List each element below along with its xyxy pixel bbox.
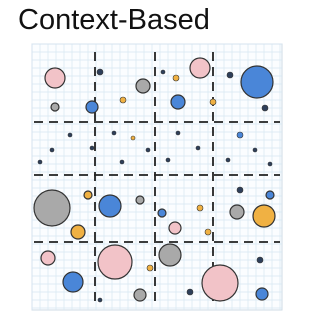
- circle: [41, 251, 55, 265]
- circle: [187, 289, 193, 295]
- circle: [63, 272, 83, 292]
- circle: [38, 160, 42, 164]
- circle: [131, 136, 135, 140]
- page: Context-Based: [0, 0, 288, 315]
- circle: [253, 148, 257, 152]
- circle: [237, 132, 243, 138]
- circle: [159, 244, 181, 266]
- circle: [202, 265, 238, 301]
- circle: [50, 148, 54, 152]
- circle: [197, 205, 203, 211]
- circle: [227, 72, 233, 78]
- circle: [86, 101, 98, 113]
- circle: [171, 95, 185, 109]
- circle: [97, 69, 103, 75]
- circle: [90, 146, 94, 150]
- circle: [45, 68, 65, 88]
- circle: [210, 99, 216, 105]
- circle: [51, 103, 59, 111]
- circle: [136, 79, 150, 93]
- circle: [158, 209, 166, 217]
- circle: [173, 75, 179, 81]
- circle: [237, 187, 243, 193]
- circle: [176, 131, 180, 135]
- circle: [146, 148, 150, 152]
- circle: [71, 225, 85, 239]
- circle: [136, 196, 144, 204]
- circle: [166, 158, 170, 162]
- circle: [84, 191, 92, 199]
- circle: [169, 222, 181, 234]
- circle: [120, 97, 126, 103]
- circle: [253, 205, 275, 227]
- circle: [190, 58, 210, 78]
- circle: [34, 190, 70, 226]
- circle: [134, 289, 146, 301]
- circle: [241, 66, 273, 98]
- circle: [98, 245, 132, 279]
- circle: [68, 133, 72, 137]
- circle: [161, 70, 165, 74]
- circle: [205, 229, 211, 235]
- circle: [262, 105, 268, 111]
- circle: [226, 158, 230, 162]
- circle: [99, 195, 121, 217]
- circle: [266, 191, 274, 199]
- circle: [230, 205, 244, 219]
- illustration: [0, 0, 288, 315]
- circle: [147, 265, 153, 271]
- circle: [112, 131, 116, 135]
- circle: [257, 257, 263, 263]
- circle: [256, 288, 268, 300]
- circle: [98, 298, 102, 302]
- circle: [120, 160, 124, 164]
- circle: [196, 146, 200, 150]
- circle: [268, 162, 272, 166]
